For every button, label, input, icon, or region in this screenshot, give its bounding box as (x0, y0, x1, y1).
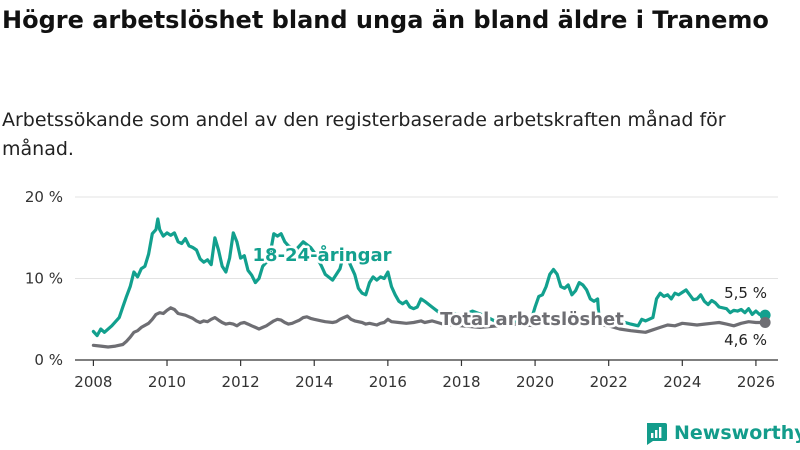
x-tick-label: 2024 (663, 373, 701, 391)
y-tick-label: 0 % (34, 351, 63, 369)
grid-lines (75, 196, 778, 279)
youth-endpoint-label: 5,5 % (724, 284, 767, 302)
x-tick-label: 2010 (148, 373, 186, 391)
series-endpoints: 5,5 % 4,6 % (724, 284, 771, 349)
newsworthy-logo[interactable]: Newsworthy (644, 419, 800, 447)
chart-title: Högre arbetslöshet bland unga än bland ä… (2, 6, 769, 34)
total-endpoint-label: 4,6 % (724, 331, 767, 349)
x-tick-label: 2016 (369, 373, 407, 391)
total-series-label: Total arbetslöshet (440, 309, 624, 330)
youth-series-label: 18-24-åringar (253, 244, 392, 266)
series-lines (91, 217, 767, 349)
x-tick-label: 2012 (222, 373, 260, 391)
series-labels: 18-24-åringar Total arbetslöshet (250, 242, 627, 333)
x-tick-label: 2014 (295, 373, 333, 391)
x-tick-label: 2018 (442, 373, 480, 391)
x-tick-label: 2026 (737, 373, 775, 391)
x-axis-ticks: 2008 2010 2012 2014 2016 2018 2020 2022 2024 2026 (74, 360, 775, 391)
y-tick-label: 10 % (25, 270, 63, 288)
y-tick-label: 20 % (25, 188, 63, 206)
x-tick-label: 2008 (74, 373, 112, 391)
chart-subtitle: Arbetssökande som andel av den registerb… (2, 109, 726, 160)
series-line-youth (91, 217, 767, 338)
x-tick-label: 2022 (590, 373, 628, 391)
total-endpoint-marker (759, 317, 771, 329)
y-axis-ticks: 0 % 10 % 20 % (25, 188, 63, 369)
bar-chart-logo-icon (647, 423, 667, 445)
series-line-total (91, 306, 767, 349)
logo-text: Newsworthy (674, 422, 800, 444)
x-tick-label: 2020 (516, 373, 554, 391)
